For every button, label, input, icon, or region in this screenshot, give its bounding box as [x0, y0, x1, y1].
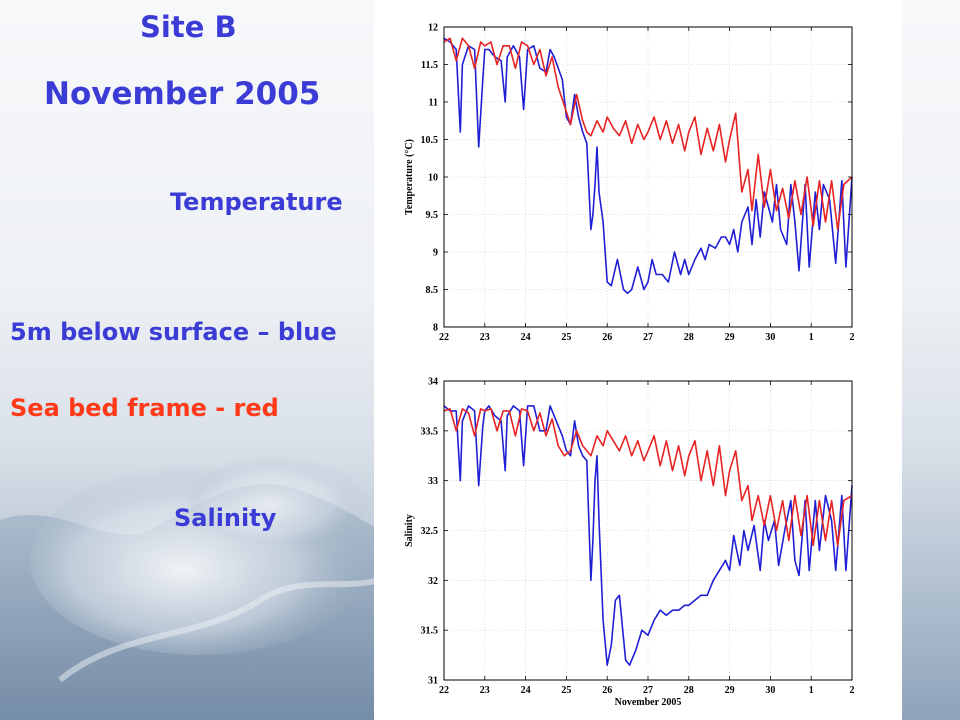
temperature-y-tick-label: 11.5 [421, 60, 438, 71]
salinity-x-tick-label: 1 [809, 685, 814, 696]
temperature-y-axis-label: Temperature (°C) [404, 139, 415, 215]
temperature-y-tick-label: 9.5 [426, 210, 439, 221]
chart-figure: 22 23 24 25 26 27 28 29 30 1 2 8 8.5 9 9.5 10 10.5 11 11.5… [374, 0, 902, 720]
salinity-series-line-0 [443, 405, 853, 666]
salinity-x-tick-label: 30 [765, 685, 775, 696]
chart-svg: 22 23 24 25 26 27 28 29 30 1 288.599.51010.51111.5… [404, 23, 855, 709]
salinity-x-tick-label: 23 [480, 685, 490, 696]
temperature-x-tick-label: 22 [439, 332, 449, 343]
temperature-x-tick-label: 25 [561, 332, 571, 343]
temperature-label: Temperature [170, 188, 343, 216]
salinity-x-tick-label: 24 [521, 685, 531, 696]
temperature-y-tick-label: 8 [433, 323, 438, 334]
salinity-label: Salinity [174, 504, 277, 532]
temperature-y-tick-label: 9 [433, 248, 438, 259]
salinity-x-tick-label: 2 [850, 685, 855, 696]
salinity-x-axis-label: November 2005 [615, 697, 682, 708]
blue-series-legend: 5m below surface – blue [10, 318, 337, 346]
salinity-series-line-1 [443, 408, 853, 547]
temperature-y-tick-label: 10.5 [421, 135, 439, 146]
slide-title: Site B [140, 10, 237, 44]
red-series-legend: Sea bed frame - red [10, 394, 279, 422]
salinity-y-axis-label: Salinity [404, 514, 415, 547]
salinity-y-tick-label: 34 [428, 377, 438, 388]
salinity-y-tick-label: 33 [428, 476, 438, 487]
temperature-x-tick-label: 2 [850, 332, 855, 343]
slide-subtitle: November 2005 [44, 76, 321, 112]
temperature-series-line-1 [443, 37, 853, 231]
salinity-y-tick-label: 31.5 [421, 626, 439, 637]
temperature-y-tick-label: 11 [429, 98, 438, 109]
salinity-y-tick-label: 32.5 [421, 526, 439, 537]
temperature-y-tick-label: 12 [428, 23, 438, 34]
temperature-x-tick-label: 1 [809, 332, 814, 343]
temperature-x-tick-label: 29 [725, 332, 735, 343]
salinity-y-tick-label: 32 [428, 576, 438, 587]
salinity-x-tick-label: 27 [643, 685, 653, 696]
temperature-x-tick-label: 28 [684, 332, 694, 343]
temperature-y-tick-label: 8.5 [426, 285, 439, 296]
temperature-x-tick-label: 24 [521, 332, 531, 343]
salinity-x-tick-label: 28 [684, 685, 694, 696]
temperature-x-tick-label: 27 [643, 332, 653, 343]
salinity-x-tick-label: 25 [561, 685, 571, 696]
salinity-x-tick-label: 26 [602, 685, 612, 696]
temperature-x-tick-label: 26 [602, 332, 612, 343]
salinity-y-tick-label: 33.5 [421, 426, 439, 437]
salinity-x-tick-label: 22 [439, 685, 449, 696]
temperature-x-tick-label: 23 [480, 332, 490, 343]
salinity-x-tick-label: 29 [725, 685, 735, 696]
temperature-x-tick-label: 30 [765, 332, 775, 343]
temperature-y-tick-label: 10 [428, 173, 438, 184]
salinity-y-tick-label: 31 [428, 676, 438, 687]
ocean-wave-image [0, 455, 420, 720]
